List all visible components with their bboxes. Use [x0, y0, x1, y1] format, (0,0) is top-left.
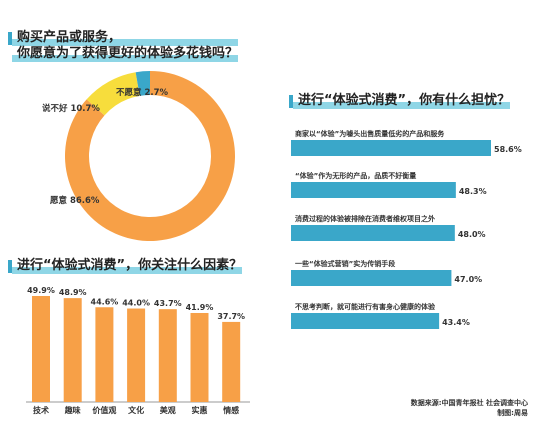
factors-bar-6	[222, 321, 241, 402]
factors-bar-3	[127, 308, 146, 402]
worries-category-label-3: 一些“体验式营销”实为传销手段	[295, 259, 395, 268]
donut-title-line-1: 购买产品或服务，	[17, 30, 122, 45]
factors-category-label-3: 文化	[128, 405, 144, 415]
donut-label-2: 不愿意 2.7%	[116, 87, 169, 98]
worries-bar-4	[291, 313, 440, 329]
factors-value-label-4: 43.7%	[154, 299, 182, 308]
factors-value-label-3: 44.0%	[122, 299, 150, 308]
donut-label-0: 愿意 86.6%	[50, 195, 100, 206]
factors-bar-4	[158, 309, 177, 402]
worries-bar-1	[291, 182, 456, 198]
factors-bar-0	[32, 296, 50, 402]
factors-category-label-2: 价值观	[92, 405, 116, 415]
donut-label-1: 说不好 10.7%	[42, 103, 100, 114]
worries-category-label-0: 商家以“体验”为噱头出售质量低劣的产品和服务	[295, 129, 445, 138]
worries-value-label-4: 43.4%	[442, 318, 470, 327]
factors-value-label-5: 41.9%	[186, 303, 214, 312]
footer-credit: 制图:周易	[497, 409, 528, 417]
donut-title-line-2: 你愿意为了获得更好的体验多花钱吗？	[17, 46, 239, 61]
worries-bar-3	[291, 270, 452, 286]
factors-value-label-1: 48.9%	[59, 288, 87, 297]
worries-title: 进行“体验式消费”，你有什么担忧？	[289, 93, 511, 109]
factors-category-label-1: 趣味	[64, 405, 81, 415]
donut-title: 购买产品或服务， 你愿意为了获得更好的体验多花钱吗？	[8, 30, 239, 62]
worries-title-text: 进行“体验式消费”，你有什么担忧？	[298, 93, 511, 108]
factors-title: 进行“体验式消费”，你关注什么因素？	[8, 258, 243, 274]
factors-bar-1	[63, 298, 82, 402]
worries-category-label-4: 不思考判断，就可能进行有害身心健康的体验	[295, 302, 436, 311]
factors-title-text: 进行“体验式消费”，你关注什么因素？	[17, 258, 243, 273]
factors-value-label-0: 49.9%	[27, 286, 55, 295]
worries-category-label-2: 消费过程的体验被排除在消费者维权项目之外	[295, 214, 435, 223]
worries-value-label-0: 58.6%	[494, 145, 522, 154]
donut-slice-1	[86, 72, 140, 116]
donut-slice-2	[135, 71, 150, 96]
worries-value-label-3: 47.0%	[454, 275, 482, 284]
factors-value-label-2: 44.6%	[91, 297, 119, 306]
worries-bar-0	[291, 140, 491, 156]
worries-value-label-2: 48.0%	[458, 230, 486, 239]
factors-bar-2	[95, 307, 114, 402]
footer-notes: 数据来源:中国青年报社 社会调查中心 制图:周易	[411, 398, 528, 418]
worries-value-label-1: 48.3%	[459, 187, 487, 196]
factors-value-label-6: 37.7%	[217, 312, 245, 321]
factors-category-label-4: 美观	[160, 405, 176, 415]
factors-bar-5	[190, 312, 209, 402]
factors-category-label-6: 情感	[222, 405, 239, 415]
worries-category-label-1: “体验”作为无形的产品，品质不好衡量	[295, 171, 416, 180]
worries-bar-2	[291, 225, 455, 241]
factors-category-label-0: 技术	[33, 405, 49, 415]
factors-category-label-5: 实惠	[192, 405, 208, 415]
footer-source: 数据来源:中国青年报社 社会调查中心	[410, 399, 528, 407]
